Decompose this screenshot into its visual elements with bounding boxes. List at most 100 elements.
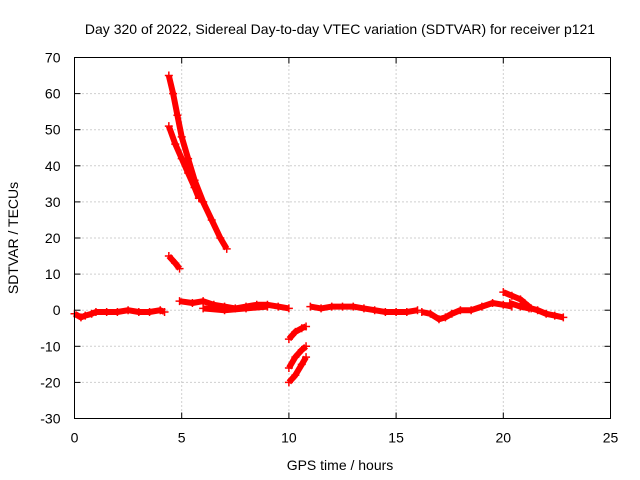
y-tick-label: -30: [40, 411, 60, 427]
series-markers-arc-dip: [417, 298, 516, 324]
data-point: [156, 306, 165, 315]
x-tick-label: 25: [603, 430, 619, 446]
series-markers-arc-neg-1: [284, 353, 311, 387]
data-point: [516, 302, 525, 311]
x-axis-label: GPS time / hours: [287, 457, 394, 473]
data-point: [327, 302, 336, 311]
data-point: [499, 300, 508, 309]
series-markers-arc-high-1: [164, 71, 231, 253]
data-point: [199, 297, 208, 306]
x-tick-label: 0: [71, 430, 79, 446]
series-markers-arc-baseline-1: [70, 306, 169, 322]
data-point: [441, 313, 450, 322]
data-point: [199, 304, 208, 313]
data-point: [222, 244, 231, 253]
series-arc-small-1: [166, 254, 182, 271]
data-point: [145, 308, 154, 317]
y-tick-label: -10: [40, 338, 60, 354]
series-arc-neg-1: [286, 355, 309, 385]
chart-title: Day 320 of 2022, Sidereal Day-to-day VTE…: [85, 21, 595, 37]
data-point: [499, 288, 508, 297]
data-point: [417, 308, 426, 317]
data-point: [113, 308, 122, 317]
data-series: [70, 71, 568, 387]
data-point: [284, 335, 293, 344]
data-point: [533, 306, 542, 315]
data-point: [164, 122, 173, 131]
x-tick-label: 15: [388, 430, 404, 446]
data-point: [477, 302, 486, 311]
data-point: [188, 298, 197, 307]
data-point: [413, 306, 422, 315]
x-tick-label: 5: [178, 430, 186, 446]
data-point: [284, 378, 293, 387]
data-point: [317, 304, 326, 313]
series-markers-arc-small-1: [164, 252, 184, 273]
series-arc-neg-3: [286, 323, 308, 342]
data-point: [175, 297, 184, 306]
data-point: [274, 302, 283, 311]
data-point: [284, 304, 293, 313]
x-tick-label: 10: [281, 430, 297, 446]
data-point: [359, 304, 368, 313]
axis-ticks: 0 5 10 15 20 25 -30 -20 -10 0 10 20 30 40 50 60 70: [40, 50, 618, 446]
series-arc-high-1: [165, 74, 230, 251]
data-point: [426, 309, 435, 318]
grid-lines: [74, 57, 611, 419]
data-point: [124, 306, 133, 315]
data-point: [164, 71, 173, 80]
data-point: [291, 371, 300, 380]
data-point: [338, 302, 347, 311]
data-point: [447, 309, 456, 318]
y-tick-label: 30: [45, 194, 61, 210]
data-point: [220, 306, 229, 315]
data-point: [381, 308, 390, 317]
data-point: [263, 302, 272, 311]
data-point: [525, 304, 534, 313]
y-tick-label: 20: [45, 230, 61, 246]
series-arc-baseline-3: [202, 303, 268, 314]
series-markers-arc-neg-3: [284, 322, 311, 344]
data-point: [160, 308, 169, 317]
series-markers-arc-high-2: [164, 122, 203, 203]
data-point: [516, 295, 525, 304]
series-markers-arc-baseline-3: [199, 302, 272, 315]
data-point: [542, 309, 551, 318]
data-point: [392, 308, 401, 317]
y-tick-label: 50: [45, 122, 61, 138]
data-point: [169, 89, 178, 98]
y-tick-label: 10: [45, 266, 61, 282]
data-point: [370, 306, 379, 315]
data-point: [291, 353, 300, 362]
data-point: [297, 360, 306, 369]
data-point: [175, 264, 184, 273]
series-arc-dip: [421, 300, 513, 323]
data-point: [177, 132, 186, 141]
series-markers-arc-end-2: [505, 298, 534, 313]
data-point: [349, 302, 358, 311]
series-arc-neg-2: [286, 343, 309, 370]
data-point: [134, 308, 143, 317]
data-point: [402, 308, 411, 317]
data-point: [456, 306, 465, 315]
data-point: [505, 298, 514, 307]
series-markers-arc-neg-2: [284, 342, 311, 372]
data-point: [102, 308, 111, 317]
y-tick-label: 0: [53, 302, 61, 318]
data-point: [177, 154, 186, 163]
data-point: [297, 345, 306, 354]
y-tick-label: 60: [45, 86, 61, 102]
data-point: [173, 111, 182, 120]
data-point: [164, 252, 173, 261]
data-point: [302, 342, 311, 351]
data-point: [194, 194, 203, 203]
series-markers-arc-end: [499, 288, 568, 322]
data-point: [171, 140, 180, 149]
data-point: [550, 311, 559, 320]
series-arc-high-2: [165, 125, 202, 200]
data-point: [199, 197, 208, 206]
y-axis-label: SDTVAR / TECUs: [5, 182, 21, 294]
data-point: [302, 353, 311, 362]
y-tick-label: 40: [45, 158, 61, 174]
data-point: [190, 183, 199, 192]
